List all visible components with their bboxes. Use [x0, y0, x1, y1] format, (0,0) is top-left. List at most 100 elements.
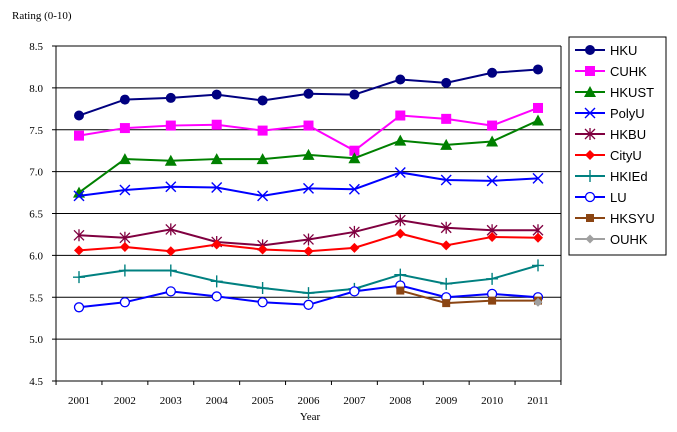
x-tick-label: 2005: [252, 395, 275, 407]
data-point-cuhk: [441, 113, 452, 124]
data-point-polyu: [257, 190, 269, 202]
data-point-hkust: [532, 114, 544, 126]
data-point-hku: [303, 88, 314, 99]
data-point-polyu: [119, 184, 131, 196]
data-point-hku: [349, 89, 360, 100]
data-point-hku: [441, 77, 452, 88]
legend-label: CUHK: [610, 64, 647, 79]
data-point-polyu: [440, 174, 452, 186]
legend-label: HKIEd: [610, 169, 648, 184]
legend-item-polyu: PolyU: [575, 106, 645, 121]
x-tick-labels: 2001 2002 2003 2004 2005 2006 2007 2008 2009 2010…: [55, 381, 562, 407]
y-tick-label: 5.0: [29, 334, 43, 346]
series-lu: [73, 280, 544, 313]
data-point-legend-lu: [584, 191, 596, 203]
data-point-hkied: [210, 275, 223, 288]
data-point-cuhk: [487, 120, 498, 131]
data-point-lu: [211, 291, 222, 302]
series-ouhk: [533, 297, 543, 307]
legend-item-hkbu: HKBU: [575, 127, 646, 142]
data-point-polyu: [348, 183, 360, 195]
data-point-hkied: [256, 282, 269, 295]
data-point-hkbu: [394, 214, 406, 227]
data-point-legend-cuhk: [585, 66, 595, 76]
data-point-hkied: [532, 259, 544, 272]
data-point-cityu: [349, 242, 360, 253]
legend-label: HKSYU: [610, 211, 655, 226]
y-tick-label: 8.5: [29, 41, 43, 53]
data-point-hkbu: [303, 233, 314, 246]
x-tick-label: 2010: [481, 395, 504, 407]
legend-item-hku: HKU: [575, 43, 637, 58]
legend-item-hkust: HKUST: [575, 85, 654, 100]
legend-label: LU: [610, 190, 627, 205]
data-point-lu: [349, 286, 360, 297]
data-point-cityu: [487, 231, 498, 242]
x-tick-label: 2011: [527, 395, 549, 407]
y-tick-label: 7.5: [29, 125, 43, 137]
series-hkust: [73, 114, 544, 198]
data-point-cuhk: [165, 120, 176, 131]
x-tick-label: 2007: [343, 395, 366, 407]
data-point-hku: [165, 92, 176, 103]
x-tick-label: 2006: [298, 395, 321, 407]
data-point-polyu: [73, 190, 85, 202]
legend-label: CityU: [610, 148, 642, 163]
data-point-hku: [74, 110, 84, 121]
data-point-hkbu: [440, 221, 452, 234]
data-point-legend-hkbu: [584, 128, 596, 140]
x-tick-label: 2009: [435, 395, 458, 407]
y-tick-label: 5.5: [29, 292, 43, 304]
legend-label: HKU: [610, 43, 637, 58]
data-point-hksyu: [442, 299, 451, 308]
x-tick-label: 2003: [160, 395, 183, 407]
data-point-hkbu: [348, 225, 360, 238]
x-axis-title: Year: [300, 411, 321, 423]
data-point-legend-polyu: [584, 107, 596, 119]
data-point-hkust: [348, 152, 361, 164]
data-point-hkbu: [119, 231, 131, 244]
data-point-legend-hku: [585, 45, 595, 55]
legend: HKU CUHK HKUST PolyU HKBU CityU HKIEd LU HKSYU OU…: [568, 36, 667, 256]
legend-label: PolyU: [610, 106, 645, 121]
data-point-legend-hkust: [584, 86, 596, 97]
data-point-legend-hksyu: [586, 214, 594, 222]
x-tick-label: 2002: [114, 395, 136, 407]
data-point-cityu: [119, 242, 130, 252]
y-tick-label: 8.0: [29, 83, 43, 95]
data-point-lu: [73, 302, 85, 313]
data-point-hkied: [394, 268, 407, 281]
series-hkbu: [73, 214, 544, 252]
legend-label: HKBU: [610, 127, 646, 142]
y-tick-label: 6.5: [29, 209, 43, 221]
data-point-hkied: [118, 264, 131, 277]
data-point-hksyu: [396, 286, 405, 295]
y-tick-label: 6.0: [29, 250, 43, 262]
data-point-cuhk: [303, 120, 314, 131]
data-point-polyu: [486, 175, 498, 187]
data-point-cuhk: [119, 123, 130, 134]
data-point-hkied: [302, 287, 315, 300]
data-point-hkbu: [73, 229, 85, 242]
data-point-cityu: [303, 246, 314, 257]
series-line-hksyu: [400, 289, 538, 305]
data-point-hku: [211, 89, 222, 100]
y-tick-label: 4.5: [29, 376, 43, 388]
data-point-cityu: [533, 232, 543, 243]
legend-item-ouhk: OUHK: [575, 232, 648, 247]
data-point-cityu: [211, 239, 222, 250]
x-tick-label: 2001: [68, 395, 90, 407]
data-point-hkust: [164, 154, 177, 166]
data-point-hkied: [440, 277, 453, 290]
data-point-cityu: [395, 228, 406, 239]
data-point-hku: [395, 74, 406, 85]
y-tick-labels: 4.5 5.0 5.5 6.0 6.5 7.0 7.5 8.0 8.5: [29, 41, 56, 388]
series-cityu: [74, 228, 543, 257]
series-lines: [73, 64, 544, 313]
legend-item-cityu: CityU: [575, 148, 642, 163]
series-polyu: [73, 166, 544, 202]
data-point-hkust: [210, 153, 223, 165]
data-point-legend-cityu: [585, 150, 595, 160]
data-point-hkust: [256, 153, 269, 165]
